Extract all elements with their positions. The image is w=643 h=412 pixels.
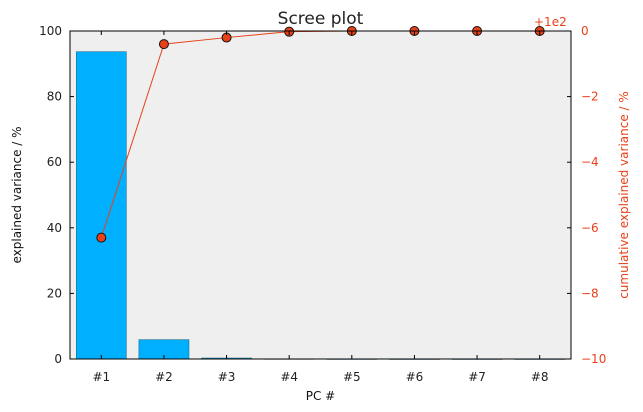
x-tick-label: #8 [531,370,549,384]
y-axis-label: explained variance / % [10,126,24,263]
bar [76,51,127,360]
x-axis-label: PC # [306,389,335,403]
y2-axis-label: cumulative explained variance / % [617,91,631,299]
x-tick-label: #2 [155,370,173,384]
x-tick-label: #1 [92,370,110,384]
plot-frame [69,30,572,360]
x-tick-label: #6 [406,370,424,384]
x-tick-label: #5 [343,370,361,384]
chart-title: Scree plot [278,9,364,29]
cumulative-point [96,232,107,243]
y2-tick-label: 0 [581,24,589,38]
y-tick-label: 0 [54,352,62,366]
ticks-layer: #1 #2 #3 #4 #5 #6 #7 #8 0 20 40 60 80 100 −10 −8 −6 −4 −2 0 [39,24,606,384]
y-tick-label: 100 [39,24,62,38]
plot-area [70,31,571,359]
y2-tick-label: −8 [581,286,599,300]
y2-tick-label: −4 [581,155,599,169]
y2-tick-label: −6 [581,221,599,235]
y-tick-label: 80 [47,90,62,104]
x-tick-label: #3 [218,370,236,384]
y2-offset-text: +1e2 [534,15,567,29]
y2-tick-label: −10 [581,352,606,366]
y-tick-label: 60 [47,155,62,169]
x-tick-label: #7 [468,370,486,384]
x-tick-label: #4 [280,370,298,384]
y-tick-label: 40 [47,221,62,235]
y2-tick-label: −2 [581,90,599,104]
y-tick-label: 20 [47,286,62,300]
cumulative-point [158,39,169,50]
